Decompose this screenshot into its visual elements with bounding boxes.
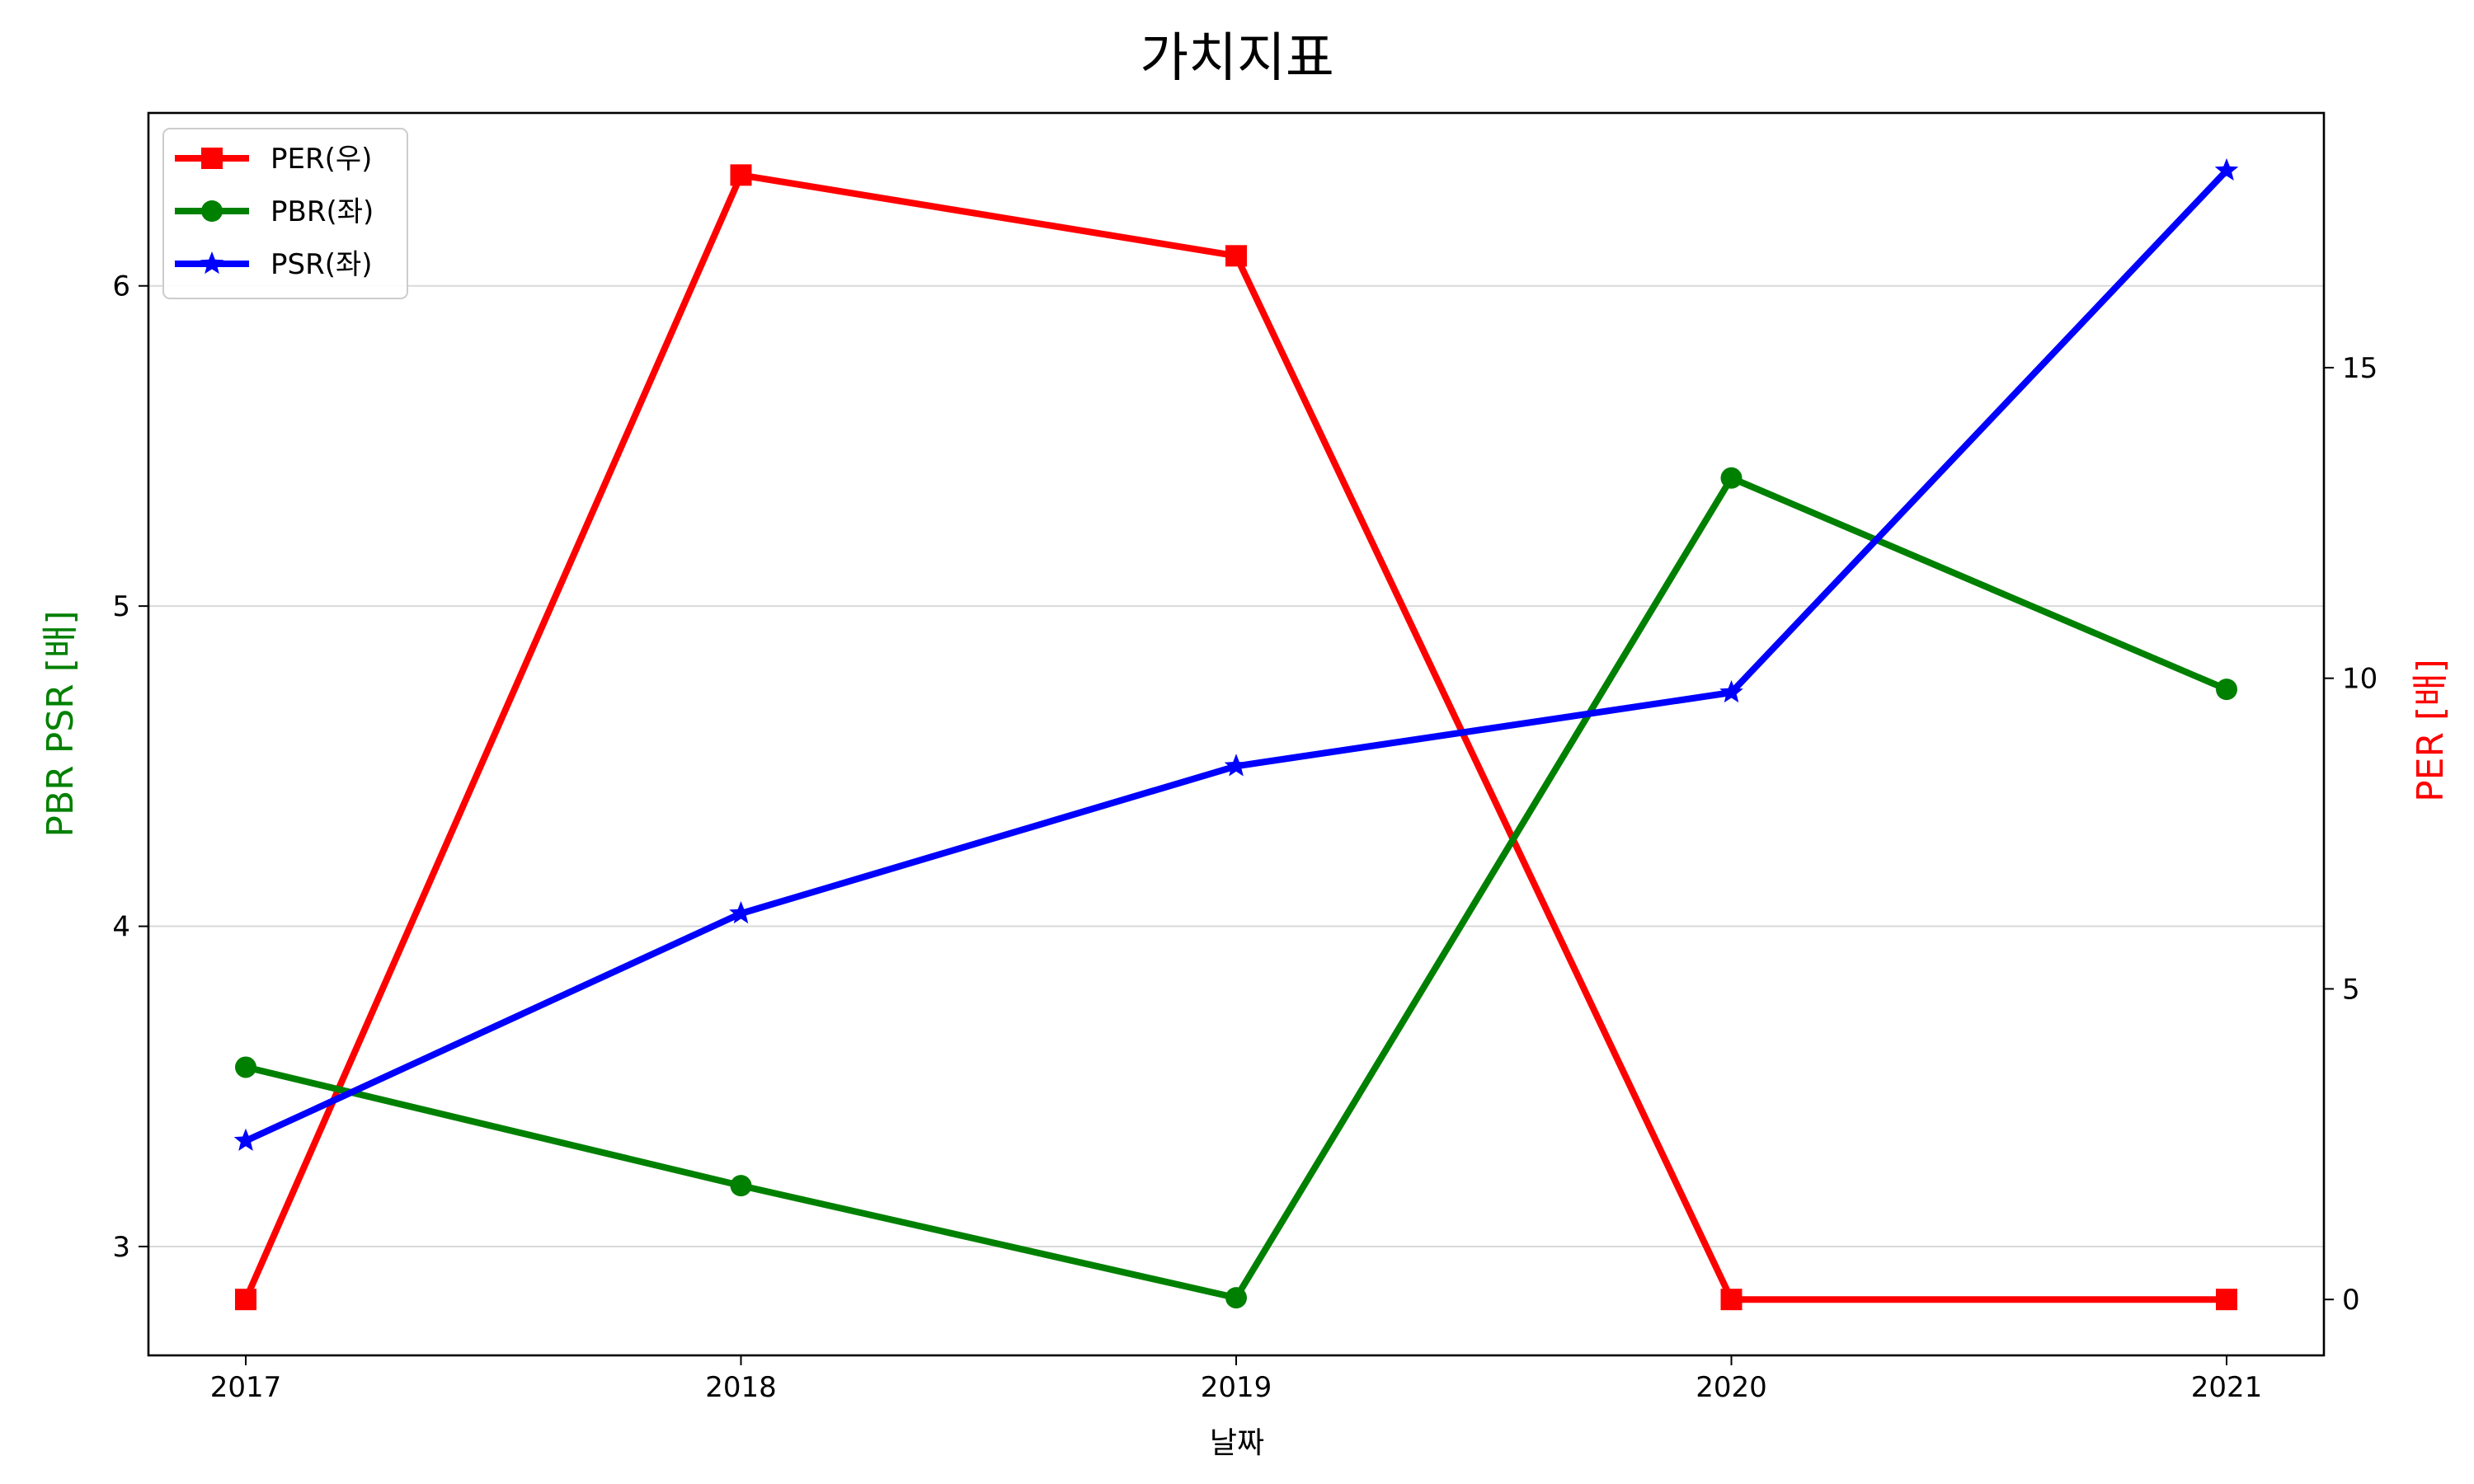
data-point xyxy=(1225,1287,1247,1309)
legend: PER(우) PBR(좌) PSR(좌) xyxy=(162,128,408,299)
series xyxy=(233,157,2239,1311)
data-point xyxy=(233,1128,258,1151)
series-PSR(좌) xyxy=(233,157,2239,1151)
series-PER(우) xyxy=(235,164,2237,1311)
data-point xyxy=(1225,245,1247,267)
data-point xyxy=(1720,467,1743,489)
data-point xyxy=(730,164,752,186)
legend-marker xyxy=(201,200,223,222)
series-PBR(좌) xyxy=(235,467,2237,1309)
legend-marker xyxy=(200,251,224,275)
grid xyxy=(148,284,2324,1247)
left-tick-label: 6 xyxy=(112,270,130,303)
data-point xyxy=(2214,157,2239,181)
data-point xyxy=(235,1056,256,1078)
data-point xyxy=(1224,754,1249,777)
data-point xyxy=(2216,679,2237,701)
legend-box xyxy=(162,128,408,299)
legend-item: PER(우) xyxy=(175,143,372,176)
data-point xyxy=(1719,680,1743,703)
legend-item: PBR(좌) xyxy=(175,195,374,228)
x-tick-label: 2019 xyxy=(1201,1371,1272,1404)
legend-label: PSR(좌) xyxy=(270,248,373,281)
legend-item: PSR(좌) xyxy=(175,248,373,281)
chart-title: 가치지표 xyxy=(1140,28,1334,89)
left-tick-label: 3 xyxy=(112,1231,130,1264)
x-tick-label: 2021 xyxy=(2191,1371,2263,1404)
left-y-axis-label: PBR PSR [배] xyxy=(40,610,82,837)
data-point xyxy=(1720,1289,1743,1311)
legend-marker xyxy=(201,148,223,169)
axes: 3 4 5 6 0 5 10 15 2017 2018 2019 2020 2021 xyxy=(112,270,2378,1404)
right-tick-label: 15 xyxy=(2342,352,2378,385)
data-point xyxy=(2216,1289,2237,1311)
x-tick-label: 2020 xyxy=(1696,1371,1767,1404)
data-point xyxy=(235,1289,256,1311)
legend-label: PBR(좌) xyxy=(270,195,374,228)
data-point xyxy=(730,1175,752,1197)
right-tick-label: 0 xyxy=(2342,1284,2360,1317)
left-tick-label: 5 xyxy=(112,590,130,623)
right-tick-label: 10 xyxy=(2342,663,2378,696)
legend-label: PER(우) xyxy=(270,143,372,176)
right-y-axis-label: PER [배] xyxy=(2410,659,2452,802)
right-tick-label: 5 xyxy=(2342,973,2360,1006)
x-axis-label: 날짜 xyxy=(1210,1426,1264,1460)
data-point xyxy=(729,901,753,924)
x-tick-label: 2018 xyxy=(705,1371,777,1404)
left-tick-label: 4 xyxy=(112,911,130,944)
x-tick-label: 2017 xyxy=(210,1371,282,1404)
